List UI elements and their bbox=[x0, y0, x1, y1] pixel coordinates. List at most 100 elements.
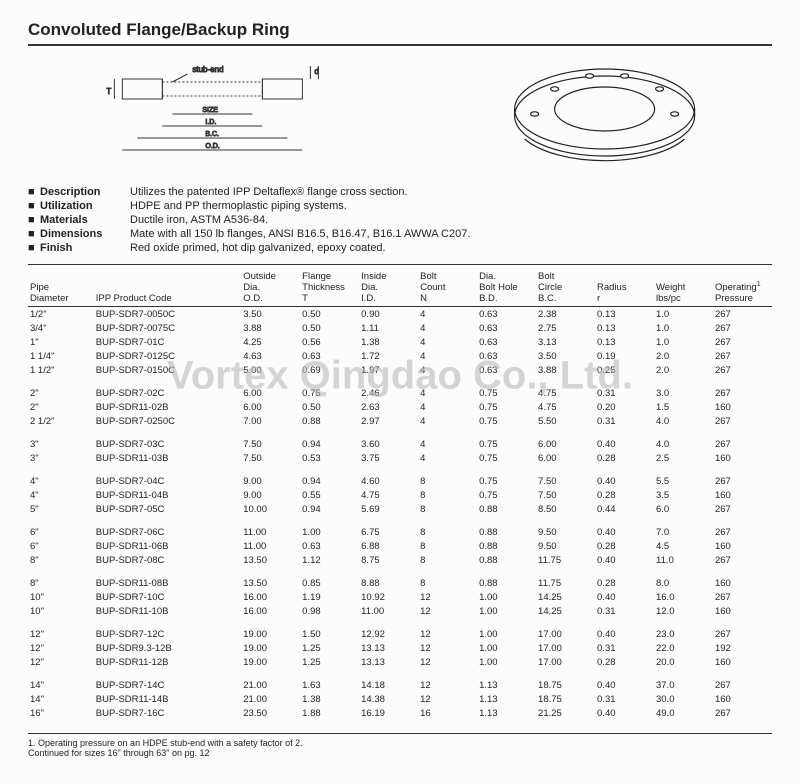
isometric-diagram bbox=[437, 54, 772, 174]
table-cell: 160 bbox=[713, 488, 772, 502]
table-cell: BUP-SDR11-10B bbox=[94, 604, 241, 623]
table-cell: 3.50 bbox=[241, 307, 300, 322]
table-cell: 3.0 bbox=[654, 382, 713, 401]
table-cell: 2 1/2" bbox=[28, 414, 94, 433]
table-cell: 0.63 bbox=[300, 349, 359, 363]
table-cell: 2.63 bbox=[359, 400, 418, 414]
table-cell: 3" bbox=[28, 433, 94, 452]
table-cell: 12.0 bbox=[654, 604, 713, 623]
table-cell: 21.00 bbox=[241, 674, 300, 693]
table-row: 14"BUP-SDR11-14B21.001.3814.38121.1318.7… bbox=[28, 692, 772, 706]
table-cell: 1.00 bbox=[477, 604, 536, 623]
table-cell: 4.60 bbox=[359, 470, 418, 489]
table-cell: 0.75 bbox=[300, 382, 359, 401]
table-row: 4"BUP-SDR11-04B9.000.554.7580.757.500.28… bbox=[28, 488, 772, 502]
table-cell: 267 bbox=[713, 307, 772, 322]
table-cell: 267 bbox=[713, 433, 772, 452]
table-cell: 0.13 bbox=[595, 335, 654, 349]
table-cell: 3.5 bbox=[654, 488, 713, 502]
column-header: BoltCircleB.C. bbox=[536, 269, 595, 307]
table-cell: 0.94 bbox=[300, 433, 359, 452]
table-row: 12"BUP-SDR7-12C19.001.5012.92121.0017.00… bbox=[28, 623, 772, 642]
table-cell: 4 bbox=[418, 382, 477, 401]
table-cell: 23.0 bbox=[654, 623, 713, 642]
table-cell: 1.25 bbox=[300, 641, 359, 655]
table-cell: 0.40 bbox=[595, 470, 654, 489]
stub-end-label: stub-end bbox=[192, 65, 223, 74]
table-cell: 267 bbox=[713, 470, 772, 489]
table-cell: 1" bbox=[28, 335, 94, 349]
table-cell: 5" bbox=[28, 502, 94, 521]
table-cell: 12 bbox=[418, 641, 477, 655]
table-cell: 12" bbox=[28, 623, 94, 642]
table-cell: 2.5 bbox=[654, 451, 713, 470]
page-title: Convoluted Flange/Backup Ring bbox=[28, 20, 772, 46]
table-cell: 1.0 bbox=[654, 335, 713, 349]
table-cell: 0.88 bbox=[477, 539, 536, 553]
table-cell: 0.75 bbox=[477, 400, 536, 414]
spec-finish: ■FinishRed oxide primed, hot dip galvani… bbox=[28, 242, 772, 254]
table-cell: 0.28 bbox=[595, 655, 654, 674]
table-cell: 16.19 bbox=[359, 706, 418, 725]
table-cell: 12 bbox=[418, 623, 477, 642]
table-cell: 267 bbox=[713, 335, 772, 349]
table-cell: 0.88 bbox=[477, 572, 536, 591]
table-cell: 0.40 bbox=[595, 674, 654, 693]
table-cell: 0.63 bbox=[300, 539, 359, 553]
table-cell: BUP-SDR7-12C bbox=[94, 623, 241, 642]
table-cell: 2" bbox=[28, 400, 94, 414]
table-cell: 0.31 bbox=[595, 641, 654, 655]
table-cell: 160 bbox=[713, 539, 772, 553]
svg-text:T: T bbox=[106, 87, 111, 96]
table-cell: 1.00 bbox=[477, 590, 536, 604]
table-cell: 0.88 bbox=[477, 553, 536, 572]
table-cell: 0.75 bbox=[477, 488, 536, 502]
table-cell: BUP-SDR11-06B bbox=[94, 539, 241, 553]
table-cell: 1.00 bbox=[477, 655, 536, 674]
table-cell: 12 bbox=[418, 604, 477, 623]
table-cell: 12.92 bbox=[359, 623, 418, 642]
table-cell: 0.56 bbox=[300, 335, 359, 349]
table-cell: 6.88 bbox=[359, 539, 418, 553]
table-cell: BUP-SDR11-08B bbox=[94, 572, 241, 591]
table-cell: 12 bbox=[418, 655, 477, 674]
table-row: 2"BUP-SDR7-02C6.000.752.4640.754.750.313… bbox=[28, 382, 772, 401]
table-cell: 267 bbox=[713, 590, 772, 604]
table-row: 1 1/4"BUP-SDR7-0125C4.630.631.7240.633.5… bbox=[28, 349, 772, 363]
table-cell: BUP-SDR7-0150C bbox=[94, 363, 241, 382]
column-header: Dia.Bolt HoleB.D. bbox=[477, 269, 536, 307]
table-cell: 0.31 bbox=[595, 414, 654, 433]
table-cell: 267 bbox=[713, 382, 772, 401]
table-cell: 5.00 bbox=[241, 363, 300, 382]
table-cell: 3.88 bbox=[536, 363, 595, 382]
table-cell: 4.75 bbox=[536, 382, 595, 401]
table-row: 3/4"BUP-SDR7-0075C3.880.501.1140.632.750… bbox=[28, 321, 772, 335]
table-cell: BUP-SDR9.3-12B bbox=[94, 641, 241, 655]
table-row: 12"BUP-SDR9.3-12B19.001.2513.13121.0017.… bbox=[28, 641, 772, 655]
table-cell: 19.00 bbox=[241, 641, 300, 655]
table-cell: 11.0 bbox=[654, 553, 713, 572]
table-cell: 14" bbox=[28, 674, 94, 693]
table-cell: 5.5 bbox=[654, 470, 713, 489]
table-cell: 11.75 bbox=[536, 572, 595, 591]
table-cell: BUP-SDR7-02C bbox=[94, 382, 241, 401]
table-cell: 6" bbox=[28, 521, 94, 540]
table-cell: 21.00 bbox=[241, 692, 300, 706]
column-header: Radiusr bbox=[595, 269, 654, 307]
spec-list: ■DescriptionUtilizes the patented IPP De… bbox=[28, 186, 772, 254]
table-cell: 1.97 bbox=[359, 363, 418, 382]
spec-materials: ■MaterialsDuctile iron, ASTM A536-84. bbox=[28, 214, 772, 226]
table-cell: 3/4" bbox=[28, 321, 94, 335]
table-cell: 3.13 bbox=[536, 335, 595, 349]
table-row: 1 1/2"BUP-SDR7-0150C5.000.691.9740.633.8… bbox=[28, 363, 772, 382]
table-cell: 2.46 bbox=[359, 382, 418, 401]
table-cell: 0.50 bbox=[300, 400, 359, 414]
table-header: PipeDiameterIPP Product CodeOutsideDia.O… bbox=[28, 269, 772, 307]
table-cell: 1.00 bbox=[477, 623, 536, 642]
table-cell: 0.40 bbox=[595, 521, 654, 540]
table-cell: 6" bbox=[28, 539, 94, 553]
table-cell: BUP-SDR7-03C bbox=[94, 433, 241, 452]
table-cell: 3" bbox=[28, 451, 94, 470]
table-row: 12"BUP-SDR11-12B19.001.2513.13121.0017.0… bbox=[28, 655, 772, 674]
table-cell: 0.40 bbox=[595, 433, 654, 452]
